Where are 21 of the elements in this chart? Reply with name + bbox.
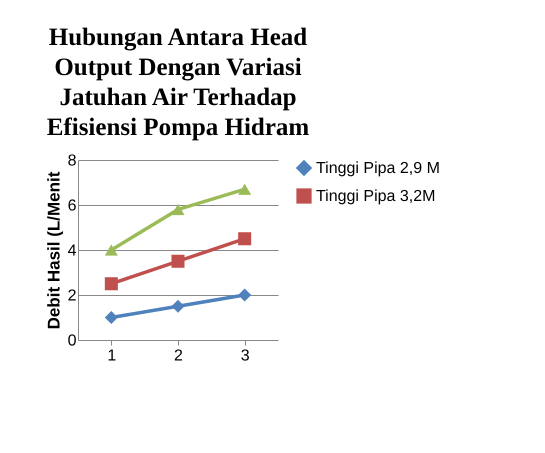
- point: [238, 288, 252, 302]
- point: [171, 204, 185, 216]
- y-tick-label: 0: [68, 332, 77, 350]
- point: [238, 232, 252, 246]
- point: [104, 310, 118, 324]
- legend-label: Tinggi Pipa 3,2M: [316, 188, 436, 205]
- x-tick-label: 1: [107, 348, 116, 364]
- x-tick-label: 2: [174, 348, 184, 364]
- legend-label: Tinggi Pipa 2,9 M: [316, 160, 440, 177]
- y-axis-title: Debit Hasil (L/Menit: [44, 171, 64, 330]
- point: [171, 254, 185, 268]
- point: [171, 300, 185, 313]
- y-tick-label: 2: [68, 288, 77, 304]
- y-tick-label: 8: [68, 152, 77, 170]
- x-tick-label: 3: [240, 348, 250, 364]
- point: [238, 184, 252, 195]
- y-tick-label: 4: [68, 242, 77, 260]
- point: [104, 277, 118, 290]
- chart-title: Hubungan Antara Head Output Dengan Variasi Jatuhan Air Terhadap Efisiensi Pompa Hidram: [46, 24, 310, 141]
- point: [104, 244, 118, 256]
- y-tick-label: 6: [68, 198, 77, 214]
